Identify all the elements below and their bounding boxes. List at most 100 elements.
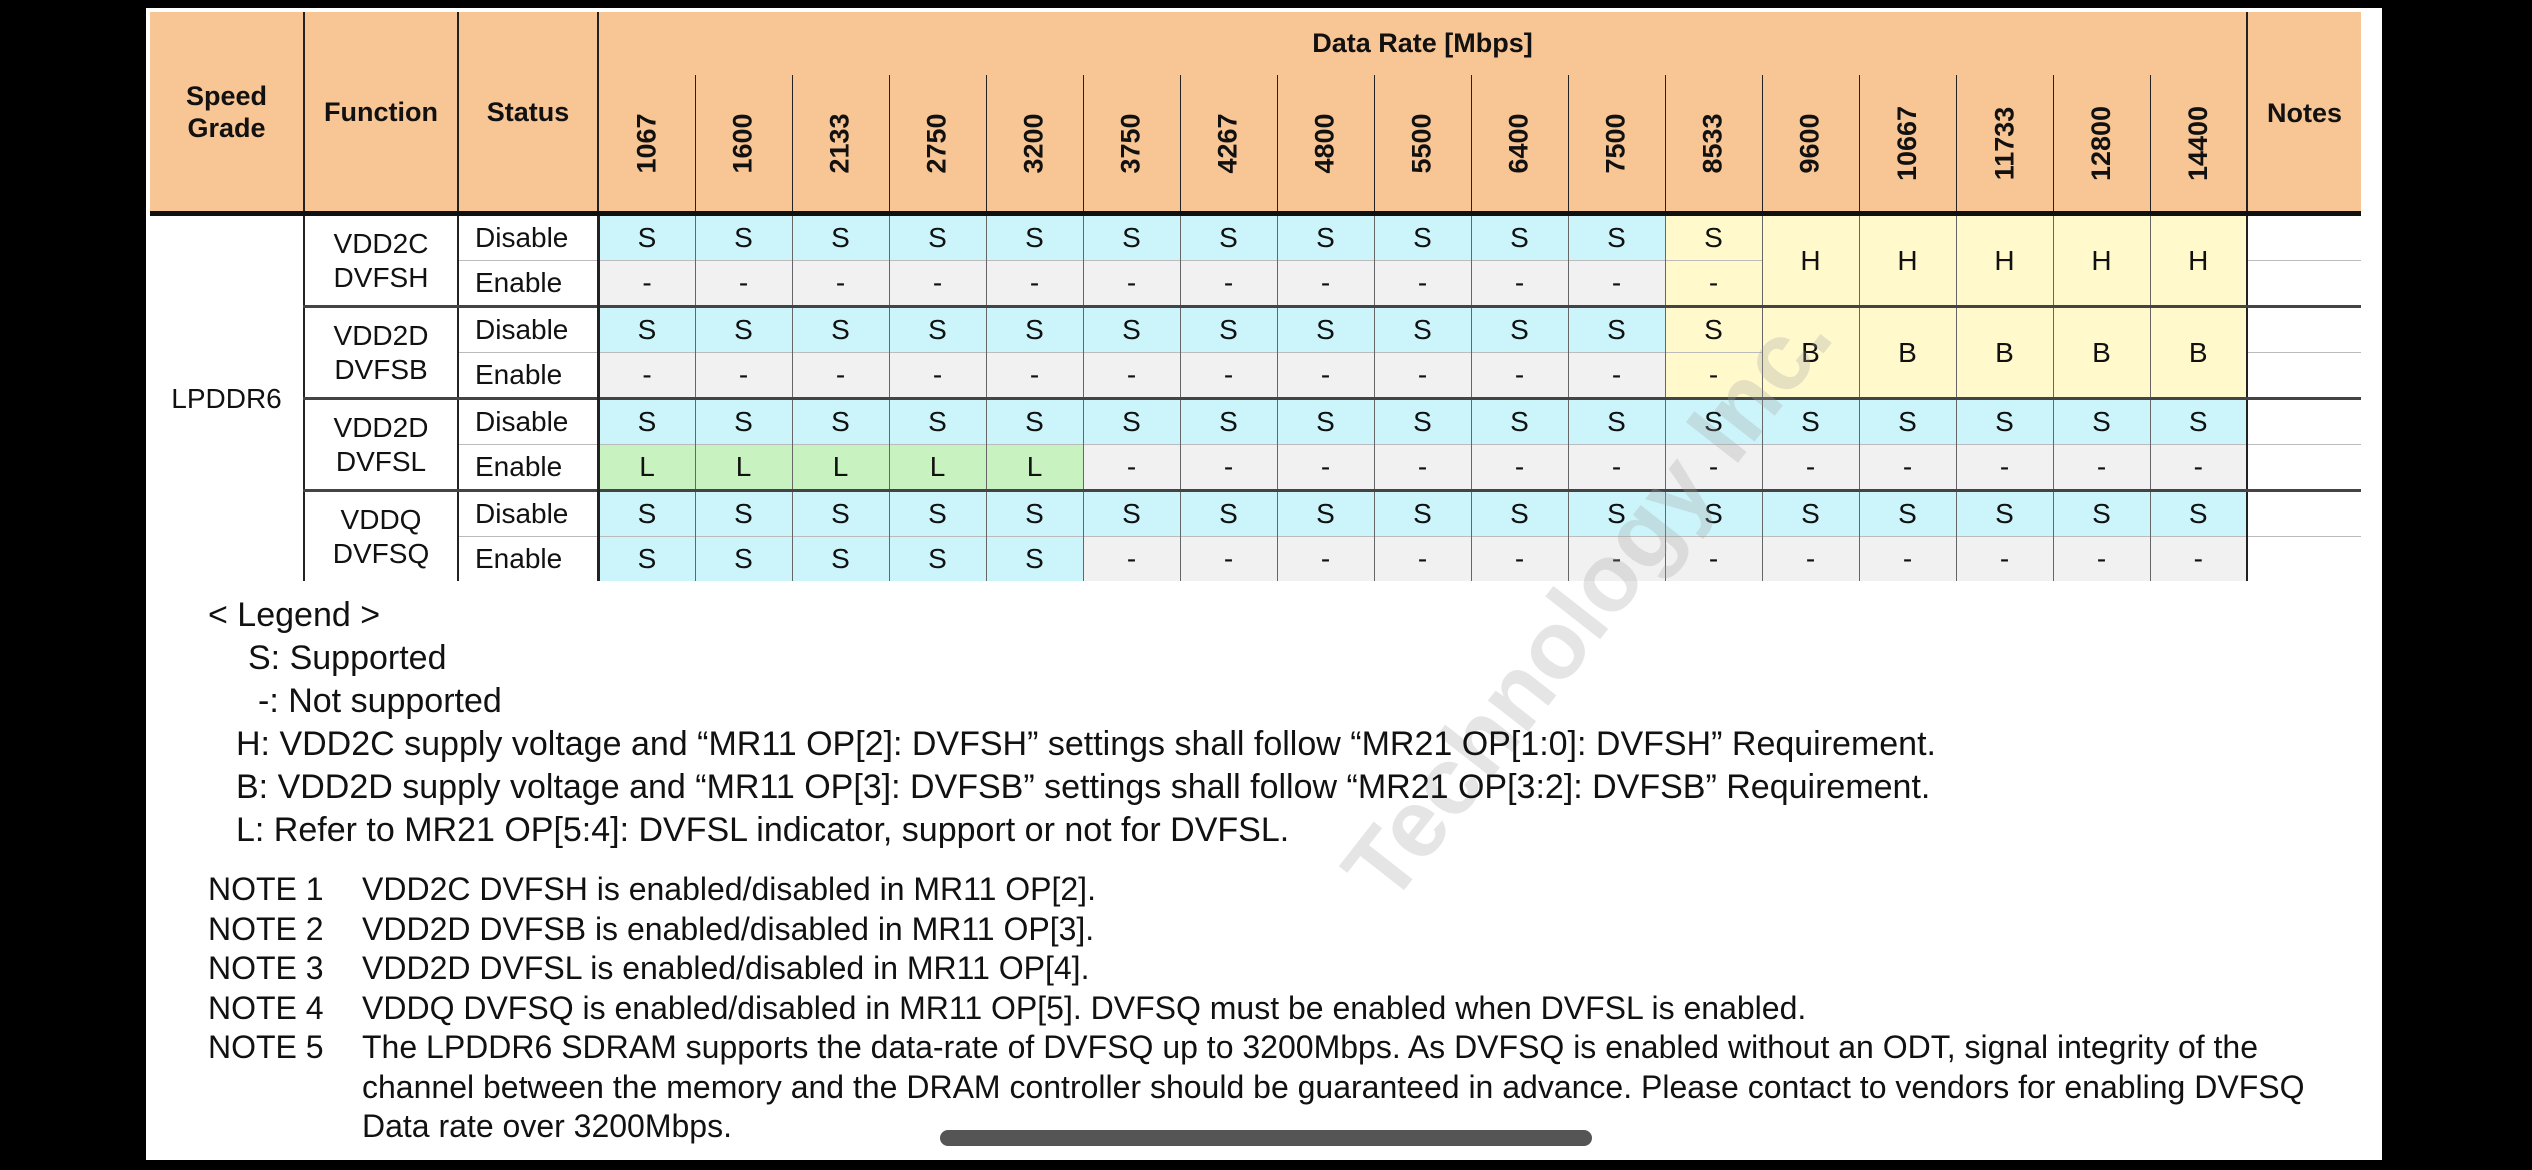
rate-header: 11733 [1956, 74, 2054, 216]
rate-label: 11733 [1989, 106, 2019, 180]
legend-title: < Legend > [208, 596, 381, 634]
support-cell: - [1083, 260, 1181, 307]
support-cell: - [1083, 536, 1181, 581]
support-cell: S [1665, 489, 1763, 537]
note-label: NOTE 5 [208, 1029, 324, 1065]
requirement-cell: B [2053, 305, 2151, 399]
support-cell: - [2150, 444, 2248, 491]
support-cell: S [695, 489, 793, 537]
rate-label: 5500 [1406, 112, 1437, 174]
support-cell: S [695, 536, 793, 581]
rate-header: 14400 [2150, 74, 2248, 216]
support-cell: S [2150, 489, 2248, 537]
support-cell: - [792, 260, 890, 307]
support-cell: - [2150, 536, 2248, 581]
support-cell: - [1083, 444, 1181, 491]
support-cell: - [695, 352, 793, 399]
support-cell: - [792, 352, 890, 399]
support-cell: S [986, 397, 1084, 445]
support-cell: S [889, 489, 987, 537]
requirement-cell: H [1956, 212, 2054, 307]
rate-header: 7500 [1568, 74, 1666, 216]
rate-header: 2750 [889, 74, 987, 216]
rate-label: 2750 [921, 112, 952, 174]
notes-cell [2246, 536, 2361, 581]
support-cell: - [1859, 536, 1957, 581]
support-cell: - [2053, 536, 2151, 581]
status-cell: Disable [458, 212, 600, 261]
rate-header: 9600 [1762, 74, 1860, 216]
note-item: NOTE 3 VDD2D DVFSL is enabled/disabled i… [208, 949, 2350, 989]
legend-item: S: Supported [248, 639, 447, 677]
status-cell: Enable [458, 536, 600, 581]
note-label: NOTE 2 [208, 910, 324, 947]
support-cell: - [986, 260, 1084, 307]
support-cell: S [598, 397, 696, 445]
rate-header: 1600 [695, 74, 793, 216]
notes-cell [2246, 212, 2361, 261]
support-cell: - [1762, 444, 1860, 491]
note-text: The LPDDR6 SDRAM supports the data-rate … [362, 1029, 2305, 1144]
notes-cell [2246, 489, 2361, 537]
support-cell: - [1956, 536, 2054, 581]
support-cell: S [1762, 489, 1860, 537]
support-cell: S [792, 489, 890, 537]
support-cell: - [1665, 444, 1763, 491]
rate-header: 5500 [1374, 74, 1472, 216]
support-cell: S [695, 305, 793, 353]
horizontal-scrollbar[interactable] [940, 1130, 1592, 1146]
support-cell: S [1374, 305, 1472, 353]
support-cell: - [986, 352, 1084, 399]
support-cell: S [1471, 212, 1569, 261]
support-cell: - [1180, 444, 1278, 491]
support-cell: S [1859, 489, 1957, 537]
support-cell: S [986, 489, 1084, 537]
rate-label: 8533 [1697, 112, 1728, 174]
requirement-cell: B [2150, 305, 2248, 399]
status-cell: Enable [458, 260, 600, 307]
support-cell: S [986, 536, 1084, 581]
function-line: VDD2D [333, 319, 429, 351]
rate-label: 1067 [631, 112, 662, 174]
header-status: Status [458, 12, 599, 216]
support-cell: S [1180, 212, 1278, 261]
rate-label: 3200 [1018, 112, 1049, 174]
support-cell: S [1180, 397, 1278, 445]
support-cell: S [598, 536, 696, 581]
rate-header: 12800 [2053, 74, 2151, 216]
notes-list: NOTE 1 VDD2C DVFSH is enabled/disabled i… [208, 870, 2350, 1147]
rate-header: 4267 [1180, 74, 1278, 216]
support-cell: S [792, 536, 890, 581]
support-cell: - [1374, 352, 1472, 399]
support-cell: S [1568, 212, 1666, 261]
document-page: Speed Grade Function Status Data Rate [Mbps… [146, 8, 2382, 1160]
support-cell: S [2150, 397, 2248, 445]
support-cell: S [1956, 397, 2054, 445]
rate-label: 3750 [1115, 112, 1146, 174]
requirement-cell: H [2053, 212, 2151, 307]
support-cell: S [1374, 489, 1472, 537]
note-item: NOTE 5 The LPDDR6 SDRAM supports the dat… [208, 1028, 2350, 1147]
note-text: VDDQ DVFSQ is enabled/disabled in MR11 O… [362, 989, 1807, 1026]
rate-header: 10667 [1859, 74, 1957, 216]
support-cell: S [1277, 305, 1375, 353]
support-cell: - [1568, 536, 1666, 581]
support-cell: S [695, 212, 793, 261]
support-cell: S [1568, 397, 1666, 445]
note-item: NOTE 4 VDDQ DVFSQ is enabled/disabled in… [208, 989, 2350, 1029]
support-cell: S [1083, 212, 1181, 261]
function-cell: VDDQ DVFSQ [304, 489, 459, 581]
requirement-cell: B [1859, 305, 1957, 399]
support-cell: - [1083, 352, 1181, 399]
support-cell: - [1568, 444, 1666, 491]
support-cell: - [889, 352, 987, 399]
header-data-rate: Data Rate [Mbps] [598, 12, 2247, 75]
support-cell: S [1083, 305, 1181, 353]
support-cell: - [1568, 260, 1666, 307]
support-cell: - [1374, 536, 1472, 581]
support-cell: S [986, 305, 1084, 353]
support-cell: S [889, 305, 987, 353]
rate-label: 14400 [2182, 105, 2213, 181]
header-speed-grade: Speed Grade [150, 12, 305, 216]
support-cell: S [792, 305, 890, 353]
